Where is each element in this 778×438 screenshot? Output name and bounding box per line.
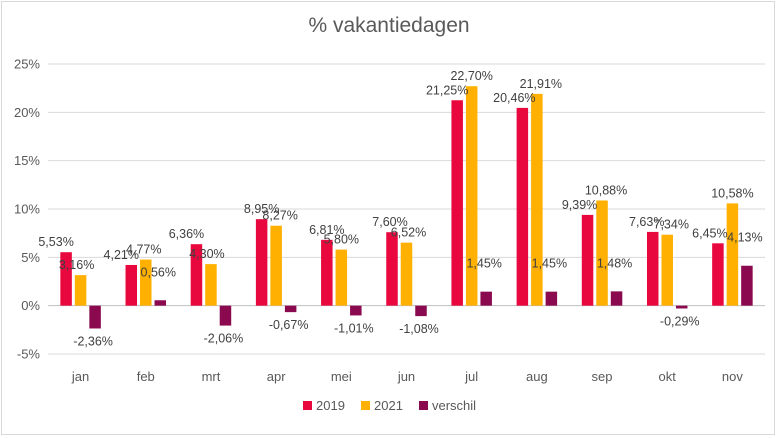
- legend-swatch-2019: [303, 401, 312, 410]
- bar-2019: [451, 100, 463, 306]
- bar-verschil: [219, 305, 232, 326]
- legend-swatch-verschil: [419, 401, 428, 410]
- data-label-2021: 21,91%: [520, 77, 562, 91]
- data-label-verschil: 1,48%: [597, 256, 632, 270]
- bar-verschil: [284, 305, 297, 313]
- bar-2019: [712, 243, 724, 306]
- data-label-verschil: 4,13%: [727, 231, 762, 245]
- data-label-2019: 6,81%: [309, 223, 344, 237]
- x-tick-label: nov: [722, 369, 743, 384]
- bar-2019: [60, 252, 72, 306]
- data-label-2021: 6,52%: [391, 226, 426, 240]
- data-label-2019: 5,53%: [38, 235, 73, 249]
- x-tick-label: aug: [526, 369, 548, 384]
- x-tick-label: apr: [267, 369, 286, 384]
- x-tick-label: jun: [397, 369, 415, 384]
- data-label-verschil: -1,01%: [334, 321, 374, 335]
- bar-2019: [646, 231, 659, 306]
- legend-swatch-2021: [361, 401, 370, 410]
- legend: 2019 2021 verschil: [303, 398, 476, 413]
- bar-2021: [661, 234, 673, 306]
- data-label-verschil: -0,29%: [660, 314, 700, 328]
- data-label-2021: 22,70%: [450, 69, 492, 83]
- bar-2021: [400, 242, 413, 306]
- bar-verschil: [610, 291, 623, 306]
- bar-2021: [74, 275, 87, 306]
- y-tick-label: 0%: [21, 298, 40, 313]
- bar-2019: [190, 244, 203, 306]
- data-label-2019: 7,63%: [629, 215, 664, 229]
- bar-verschil: [545, 291, 558, 306]
- bar-2021: [335, 249, 348, 306]
- y-tick-label: -5%: [17, 347, 41, 362]
- data-label-verschil: -2,36%: [73, 334, 113, 348]
- bar-2019: [581, 214, 594, 306]
- data-label-verschil: 1,45%: [466, 257, 501, 271]
- y-tick-label: 15%: [14, 153, 40, 168]
- gridlines: [48, 63, 765, 355]
- data-label-2021: 8,27%: [262, 209, 297, 223]
- bar-2021: [726, 203, 739, 306]
- x-tick-label: jul: [464, 369, 478, 384]
- bar-verschil: [741, 265, 753, 306]
- y-tick-label: 20%: [14, 105, 40, 120]
- x-tick-label: jan: [71, 369, 89, 384]
- data-label-2021: 4,77%: [126, 243, 161, 257]
- legend-label-2021: 2021: [374, 398, 403, 413]
- y-tick-label: 5%: [21, 250, 40, 265]
- data-label-verschil: -1,08%: [399, 322, 439, 336]
- data-label-2021: 7,34%: [654, 218, 689, 232]
- bar-verschil: [675, 305, 688, 309]
- bar-verschil: [350, 305, 362, 316]
- data-label-2019: 20,46%: [493, 91, 535, 105]
- data-label-2021: 4,30%: [189, 247, 224, 261]
- bar-verschil: [154, 300, 167, 306]
- data-labels: 5,53% 4,21% 6,36% 8,95% 6,81% 7,60% 21,25% 20,4…: [38, 69, 762, 348]
- y-tick-label: 25%: [14, 57, 40, 72]
- data-label-2021: 5,80%: [324, 233, 359, 247]
- y-axis: -5% 0% 5% 10% 15% 20% 25%: [14, 57, 40, 362]
- bar-2021: [270, 225, 282, 306]
- x-tick-label: okt: [659, 369, 677, 384]
- data-label-2021: 3,16%: [59, 258, 94, 272]
- bar-2019: [516, 107, 529, 306]
- bar-2021: [596, 200, 608, 306]
- legend-label-2019: 2019: [316, 398, 345, 413]
- data-label-2021: 10,58%: [711, 186, 753, 200]
- data-label-2019: 8,95%: [244, 202, 279, 216]
- bar-2021: [531, 93, 543, 306]
- data-label-2019: 6,36%: [169, 227, 204, 241]
- bar-verschil: [480, 291, 492, 306]
- bar-2021: [205, 264, 217, 306]
- bar-2021: [140, 259, 152, 306]
- data-label-verschil: 1,45%: [532, 257, 567, 271]
- bar-2019: [321, 239, 333, 306]
- data-label-2019: 6,45%: [692, 226, 727, 240]
- x-tick-label: mrt: [202, 369, 221, 384]
- data-label-verschil: 0,56%: [141, 265, 176, 279]
- data-label-verschil: -0,67%: [269, 318, 309, 332]
- bar-2019: [386, 232, 398, 306]
- data-label-2019: 7,60%: [372, 215, 407, 229]
- x-tick-label: feb: [137, 369, 155, 384]
- y-tick-label: 10%: [14, 202, 40, 217]
- chart-title: % vakantiedagen: [308, 14, 470, 37]
- bar-verschil: [415, 305, 427, 317]
- data-label-2019: 21,25%: [426, 83, 468, 97]
- x-tick-label: sep: [592, 369, 613, 384]
- bar-2021: [465, 86, 478, 306]
- legend-label-verschil: verschil: [432, 398, 476, 413]
- bar-2019: [255, 219, 268, 306]
- data-label-2019: 4,21%: [104, 248, 139, 262]
- data-label-2019: 9,39%: [562, 198, 597, 212]
- bars: [60, 86, 753, 329]
- bar-2019: [125, 264, 138, 306]
- data-label-2021: 10,88%: [585, 183, 627, 197]
- bar-verschil: [89, 305, 101, 329]
- data-label-verschil: -2,06%: [204, 332, 244, 346]
- x-tick-label: mei: [331, 369, 352, 384]
- x-axis: jan feb mrt apr mei jun jul aug sep okt nov: [71, 369, 743, 384]
